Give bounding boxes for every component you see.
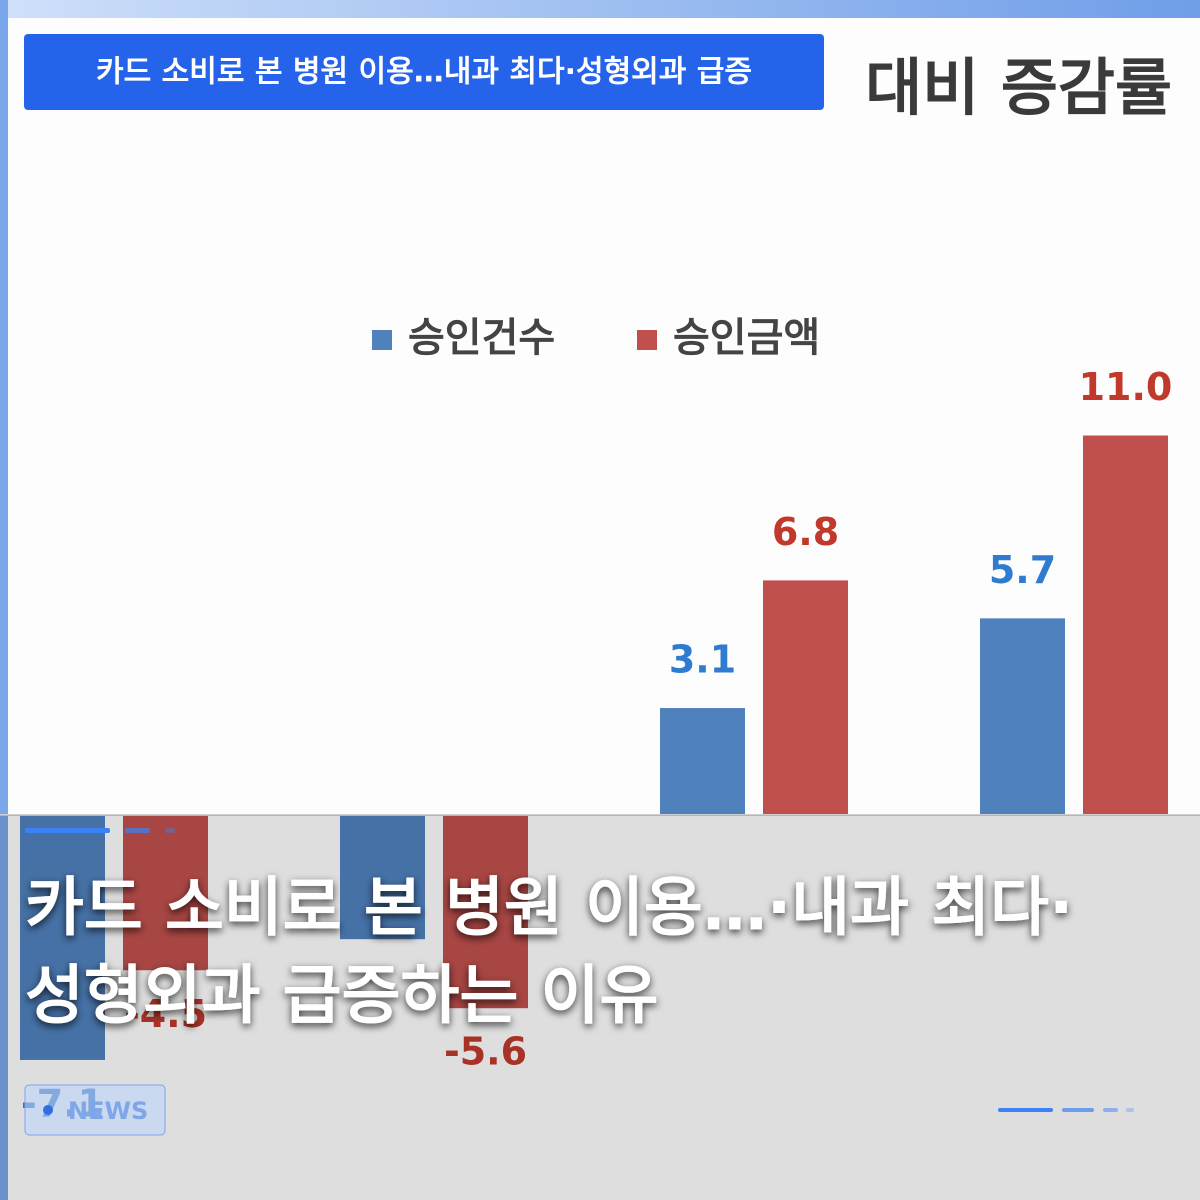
deco-line bbox=[125, 828, 150, 833]
bar bbox=[660, 708, 745, 815]
legend-swatch bbox=[637, 330, 657, 350]
legend-label: 승인건수 bbox=[408, 315, 555, 361]
deco-line bbox=[1126, 1108, 1134, 1112]
data-label: -4.5 bbox=[124, 992, 207, 1036]
bar bbox=[763, 580, 848, 815]
overlay-shade bbox=[0, 815, 1200, 1200]
banner bbox=[24, 34, 824, 110]
bar bbox=[443, 815, 528, 1009]
data-label: 11.0 bbox=[1079, 365, 1173, 409]
news-badge bbox=[24, 1084, 166, 1136]
deco-line bbox=[1062, 1108, 1094, 1112]
deco-line bbox=[998, 1108, 1053, 1112]
headline: 카드 소비로 본 병원 이용…·내과 최다· bbox=[25, 872, 1073, 946]
deco-line bbox=[1103, 1108, 1118, 1112]
top-border bbox=[0, 0, 1200, 18]
deco-line bbox=[25, 828, 110, 833]
deco-line bbox=[165, 828, 175, 833]
left-border bbox=[0, 0, 8, 1200]
data-label: 3.1 bbox=[669, 638, 736, 682]
chart-title: 대비 증감률 bbox=[865, 51, 1172, 124]
legend-label: 승인금액 bbox=[673, 315, 820, 361]
bar bbox=[20, 815, 105, 1060]
bar bbox=[980, 618, 1065, 815]
badge-text: NEWS bbox=[68, 1097, 148, 1125]
bar bbox=[123, 815, 208, 971]
data-label: 5.7 bbox=[989, 548, 1056, 592]
legend-swatch bbox=[372, 330, 392, 350]
banner-text: 카드 소비로 본 병원 이용…내과 최다·성형외과 급증 bbox=[96, 55, 752, 90]
badge-dot bbox=[43, 1105, 53, 1115]
bar bbox=[340, 815, 425, 940]
headline: 성형외과 급증하는 이유 bbox=[25, 960, 658, 1034]
data-label: 6.8 bbox=[772, 510, 839, 554]
data-label: -5.6 bbox=[444, 1030, 527, 1074]
bar bbox=[1083, 435, 1168, 815]
